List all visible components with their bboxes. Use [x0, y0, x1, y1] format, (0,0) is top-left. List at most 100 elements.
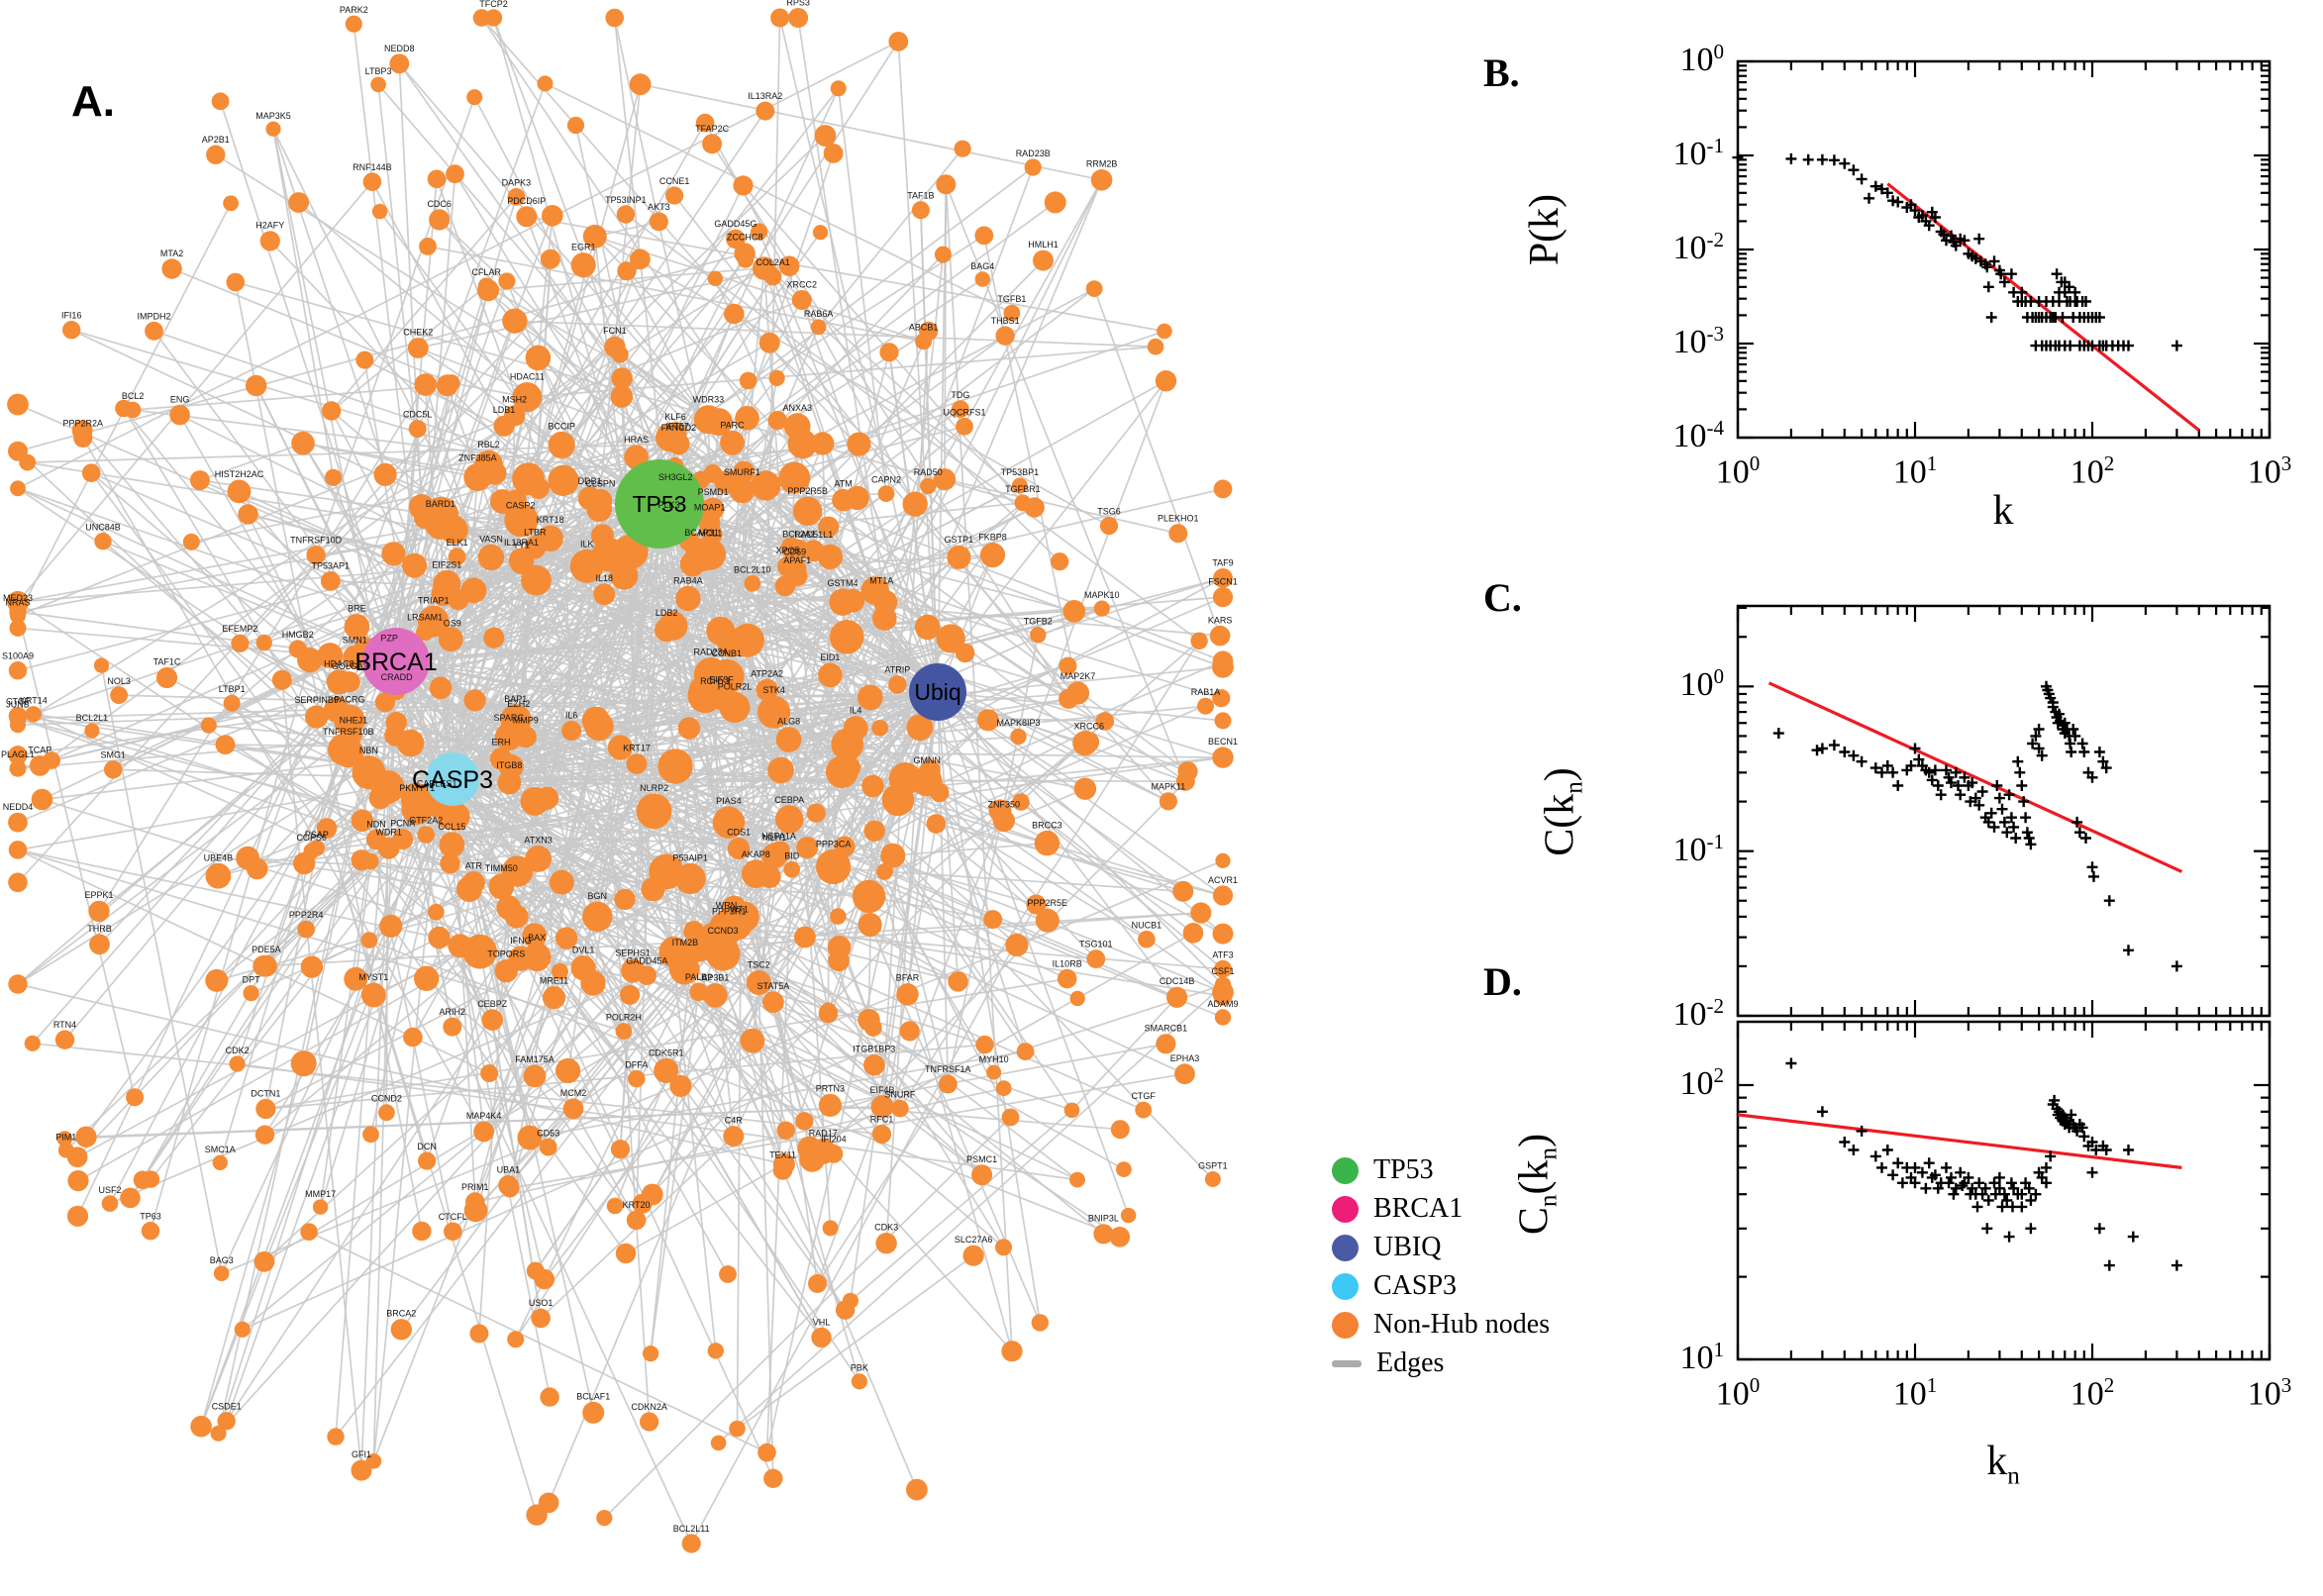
- network-node: [704, 408, 733, 437]
- network-node: [320, 571, 341, 591]
- network-node-label: NHEJ1: [340, 716, 368, 726]
- scatter-points-d: [1785, 1057, 2182, 1271]
- network-node-label: BAX: [528, 933, 546, 943]
- network-edge: [191, 443, 679, 544]
- network-node: [1212, 587, 1234, 608]
- network-node: [911, 201, 930, 220]
- network-edge: [816, 1106, 883, 1284]
- network-node: [788, 8, 809, 28]
- network-node-label: UQCRFS1: [943, 407, 985, 417]
- network-node: [255, 634, 272, 651]
- network-node-label: LTBR: [524, 528, 547, 538]
- network-node: [229, 1055, 246, 1072]
- network-node: [440, 853, 460, 874]
- network-node: [665, 186, 684, 205]
- network-edge: [937, 184, 948, 693]
- plot-ticks-c: [1736, 606, 2272, 1018]
- network-node-label: SNURF: [884, 1089, 916, 1099]
- network-node: [1215, 852, 1231, 869]
- network-node: [1214, 959, 1232, 978]
- network-node: [1197, 697, 1214, 715]
- network-node: [507, 188, 526, 206]
- network-node-label: MCM2: [560, 1088, 587, 1098]
- network-node: [481, 1009, 504, 1031]
- network-node: [1069, 1171, 1085, 1188]
- legend-item-label: Edges: [1376, 1347, 1445, 1378]
- network-node: [517, 1125, 543, 1150]
- network-node: [531, 1308, 551, 1329]
- hub-nodes: [362, 459, 966, 806]
- network-node: [169, 404, 190, 426]
- network-node: [830, 80, 847, 97]
- network-node: [843, 716, 868, 742]
- network-node-label: BAP1: [504, 694, 527, 704]
- network-edge: [129, 859, 362, 1199]
- network-node-label: MYST1: [358, 972, 388, 982]
- network-node-label: NEDD4: [3, 802, 34, 812]
- network-node: [674, 862, 706, 895]
- network-node: [477, 544, 505, 571]
- network-node: [606, 1197, 624, 1215]
- network-node: [255, 1098, 276, 1120]
- network-node-label: POLR2H: [606, 1013, 642, 1023]
- network-edge: [937, 691, 960, 982]
- network-node-label: DCN: [417, 1142, 437, 1151]
- network-edge: [920, 210, 939, 693]
- network-node-label: TNFRSF10D: [290, 536, 343, 546]
- network-node: [1059, 688, 1079, 709]
- network-node-label: MAP3K5: [255, 111, 291, 121]
- network-node: [822, 1220, 839, 1237]
- network-edge: [265, 977, 1067, 1110]
- network-node: [317, 643, 344, 668]
- network-node-label: TSG6: [1097, 507, 1121, 517]
- network-node-label: GSTP1: [945, 535, 974, 545]
- network-node-label: MAPK11: [1151, 782, 1185, 792]
- hub-labels: TP53 BRCA1 Ubiq CASP3: [354, 491, 960, 794]
- network-node: [695, 113, 715, 133]
- network-node-label: RAD23A: [693, 648, 728, 657]
- network-node: [205, 862, 232, 889]
- network-node-label: EGR1: [571, 243, 596, 252]
- network-node-label: AKAP8: [742, 849, 770, 859]
- network-node-label: POLR2L: [718, 682, 753, 692]
- network-node: [733, 175, 754, 196]
- network-node-label: KRT17: [623, 744, 651, 753]
- network-node-label: ACVR1: [1208, 875, 1238, 885]
- network-node: [246, 857, 268, 880]
- network-node-label: IFI204: [821, 1135, 847, 1145]
- network-node-label: EIF2S1: [432, 559, 461, 569]
- network-node: [115, 399, 133, 418]
- network-node: [333, 737, 364, 768]
- network-node-label: CCNE1: [659, 176, 690, 186]
- network-edge: [937, 691, 1042, 1324]
- network-node-label: CRADD: [381, 672, 414, 682]
- network-node: [719, 1265, 737, 1283]
- network-node-label: SEPHS1: [615, 948, 651, 958]
- network-edge: [492, 17, 806, 1122]
- network-node: [463, 1198, 488, 1223]
- network-node-label: BAG3: [210, 1255, 234, 1265]
- network-edge: [450, 756, 1224, 865]
- network-node: [1214, 712, 1232, 730]
- network-node-label: HRAS: [624, 435, 649, 445]
- network-edge: [711, 143, 1069, 700]
- network-edge: [239, 194, 675, 645]
- network-edge: [856, 497, 939, 693]
- network-edge: [632, 969, 1078, 1181]
- network-node: [522, 923, 548, 948]
- network-node: [702, 923, 721, 942]
- network-edge: [735, 238, 1036, 509]
- network-node: [582, 901, 613, 932]
- network-edge: [937, 691, 1169, 803]
- network-node-label: LTBP1: [219, 684, 246, 694]
- network-node: [418, 1151, 437, 1170]
- network-node: [835, 1300, 856, 1320]
- network-node-label: HMGB2: [282, 630, 314, 640]
- network-node-label: CHEK2: [403, 328, 433, 338]
- network-node-label: CABLES1: [417, 778, 457, 788]
- network-node-label: TDG: [951, 390, 969, 400]
- network-node: [744, 575, 761, 592]
- network-node: [838, 755, 861, 779]
- network-node-label: ILK: [580, 539, 594, 549]
- network-node: [1024, 497, 1045, 518]
